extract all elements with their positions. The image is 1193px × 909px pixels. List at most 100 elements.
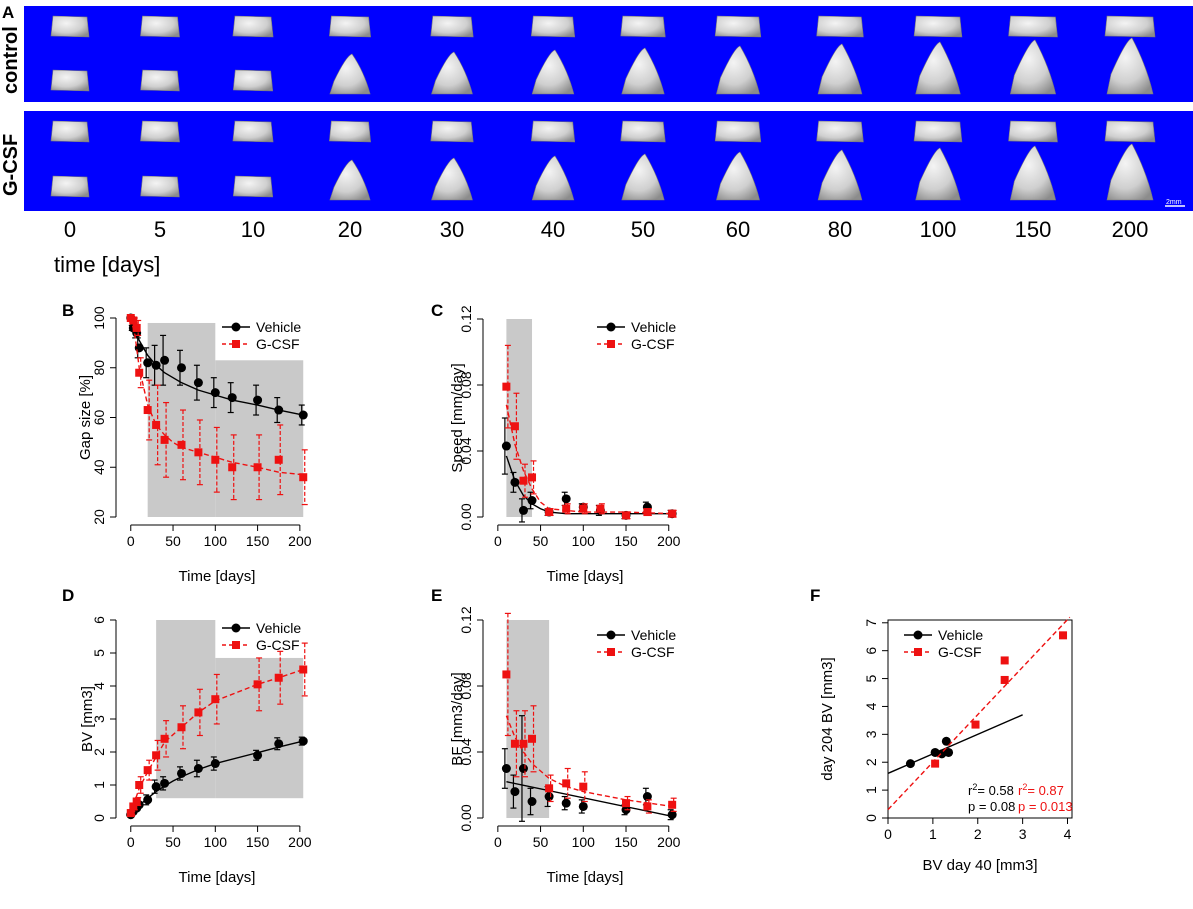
y-tick-label: 0.04 — [458, 738, 474, 765]
legend-marker-gcsf — [607, 340, 615, 348]
x-tick-label: 200 — [288, 834, 312, 850]
chart-bv-correlation: 0 1 2 3 4 0 1 2 3 4 5 6 7 BV day 40 [mm3] day 204 BV [… — [819, 616, 1073, 874]
legend-label: G-CSF — [631, 336, 675, 352]
x-tick-label: 0 — [127, 834, 135, 850]
data-point-gcsf — [622, 799, 631, 808]
y-tick-label: 2 — [91, 748, 107, 756]
x-tick-label: 0 — [494, 834, 502, 850]
legend-marker-vehicle — [606, 322, 616, 332]
data-point-gcsf — [971, 720, 980, 729]
specimen-rendering — [714, 120, 762, 143]
specimen-rendering — [329, 120, 371, 143]
specimen-rendering — [530, 120, 576, 143]
data-point-gcsf — [643, 508, 652, 517]
data-point-gcsf — [562, 779, 571, 788]
specimen-rendering — [620, 120, 666, 143]
data-point-gcsf — [211, 695, 220, 704]
shaded-region — [506, 319, 533, 517]
stat-p-vehicle: p = 0.08 — [968, 799, 1015, 814]
data-point-vehicle — [501, 764, 511, 773]
legend-label: Vehicle — [631, 319, 676, 335]
specimen-rendering — [817, 43, 863, 95]
y-tick-label: 0.08 — [458, 371, 474, 398]
data-point-gcsf — [253, 680, 262, 689]
legend-label: Vehicle — [938, 627, 983, 643]
specimen-rendering — [1106, 143, 1154, 201]
x-tick-label: 200 — [657, 834, 681, 850]
y-tick-label: 0.00 — [458, 503, 474, 530]
data-point-vehicle — [561, 494, 571, 504]
panel-letter-e: E — [431, 586, 442, 605]
data-point-gcsf — [528, 473, 537, 482]
data-point-gcsf — [228, 463, 237, 472]
data-point-vehicle — [176, 363, 186, 373]
y-tick-label: 0 — [863, 814, 879, 822]
data-point-gcsf — [129, 316, 138, 325]
data-point-vehicle — [930, 747, 940, 757]
data-point-vehicle — [160, 778, 170, 788]
specimen-rendering — [140, 15, 180, 38]
specimen-rendering — [620, 15, 666, 38]
legend-label: Vehicle — [631, 627, 676, 643]
data-point-gcsf — [143, 406, 152, 415]
panel-letter-d: D — [62, 586, 74, 605]
data-point-vehicle — [578, 801, 588, 811]
data-point-gcsf — [510, 739, 519, 748]
data-point-gcsf — [152, 751, 161, 760]
data-point-vehicle — [160, 355, 170, 365]
x-tick-label: 100 — [572, 834, 596, 850]
y-tick-label: 0.08 — [458, 672, 474, 699]
legend-label: Vehicle — [256, 319, 301, 335]
legend-label: Vehicle — [256, 620, 301, 636]
specimen-rendering — [816, 15, 864, 38]
chart-bone-formation: 0 50 100 150 200 0.00 0.04 0.08 0.12 Time [days] B… — [449, 606, 681, 886]
x-tick-label: 0 — [494, 533, 502, 549]
legend-label: G-CSF — [256, 336, 300, 352]
x-axis-label: Time [days] — [547, 869, 624, 886]
data-point-vehicle — [210, 759, 220, 769]
fit-line-vehicle — [130, 317, 304, 416]
specimen-rendering — [140, 69, 180, 92]
specimen-rendering — [621, 153, 665, 201]
stat-r2-gcsf: r2= 0.87 — [1018, 782, 1064, 798]
x-tick-label: 2 — [974, 826, 982, 842]
data-point-gcsf — [135, 368, 144, 377]
legend-marker-vehicle — [231, 322, 241, 332]
control-row-background — [24, 6, 1193, 102]
data-point-gcsf — [177, 723, 186, 732]
specimen-rendering — [329, 15, 371, 38]
data-point-vehicle — [518, 505, 528, 515]
specimen-rendering — [430, 15, 474, 38]
specimen-rendering — [531, 49, 575, 95]
data-point-vehicle — [501, 441, 511, 451]
specimen-rendering — [50, 175, 90, 198]
fit-line-gcsf — [505, 404, 673, 515]
data-point-vehicle — [274, 739, 284, 749]
data-point-gcsf — [1000, 656, 1009, 665]
specimen-rendering — [140, 120, 180, 143]
y-tick-label: 3 — [91, 715, 107, 723]
data-point-vehicle — [544, 792, 554, 802]
panel-letter-c: C — [431, 301, 443, 320]
panel-a: A control G-CSF 2mm 0 5 10 20 30 40 50 60 80 100 1… — [0, 3, 1193, 277]
chart-gap-size: 0 50 100 150 200 20 40 60 80 100 Time [days] Gap si… — [77, 306, 312, 585]
data-point-gcsf — [126, 809, 135, 818]
data-point-vehicle — [941, 736, 951, 746]
chart-speed: 0 50 100 150 200 0.00 0.04 0.08 0.12 Time [days] S… — [449, 305, 681, 585]
y-tick-label: 0.04 — [458, 437, 474, 464]
y-axis-label: Speed [mm/day] — [449, 363, 466, 472]
specimen-rendering — [50, 120, 90, 143]
specimen-rendering — [716, 45, 760, 95]
panel-letter-a: A — [2, 3, 14, 22]
shaded-region — [147, 322, 216, 517]
y-axis-label: day 204 BV [mm3] — [819, 657, 836, 780]
data-point-gcsf — [194, 708, 203, 717]
timepoint-label: 80 — [828, 217, 852, 242]
y-tick-label: 1 — [863, 786, 879, 794]
data-point-vehicle — [527, 496, 537, 505]
data-point-gcsf — [129, 802, 138, 811]
data-point-gcsf — [643, 802, 652, 811]
y-tick-label: 4 — [863, 702, 879, 710]
specimen-rendering — [621, 47, 665, 95]
time-axis-label: time [days] — [54, 252, 160, 277]
